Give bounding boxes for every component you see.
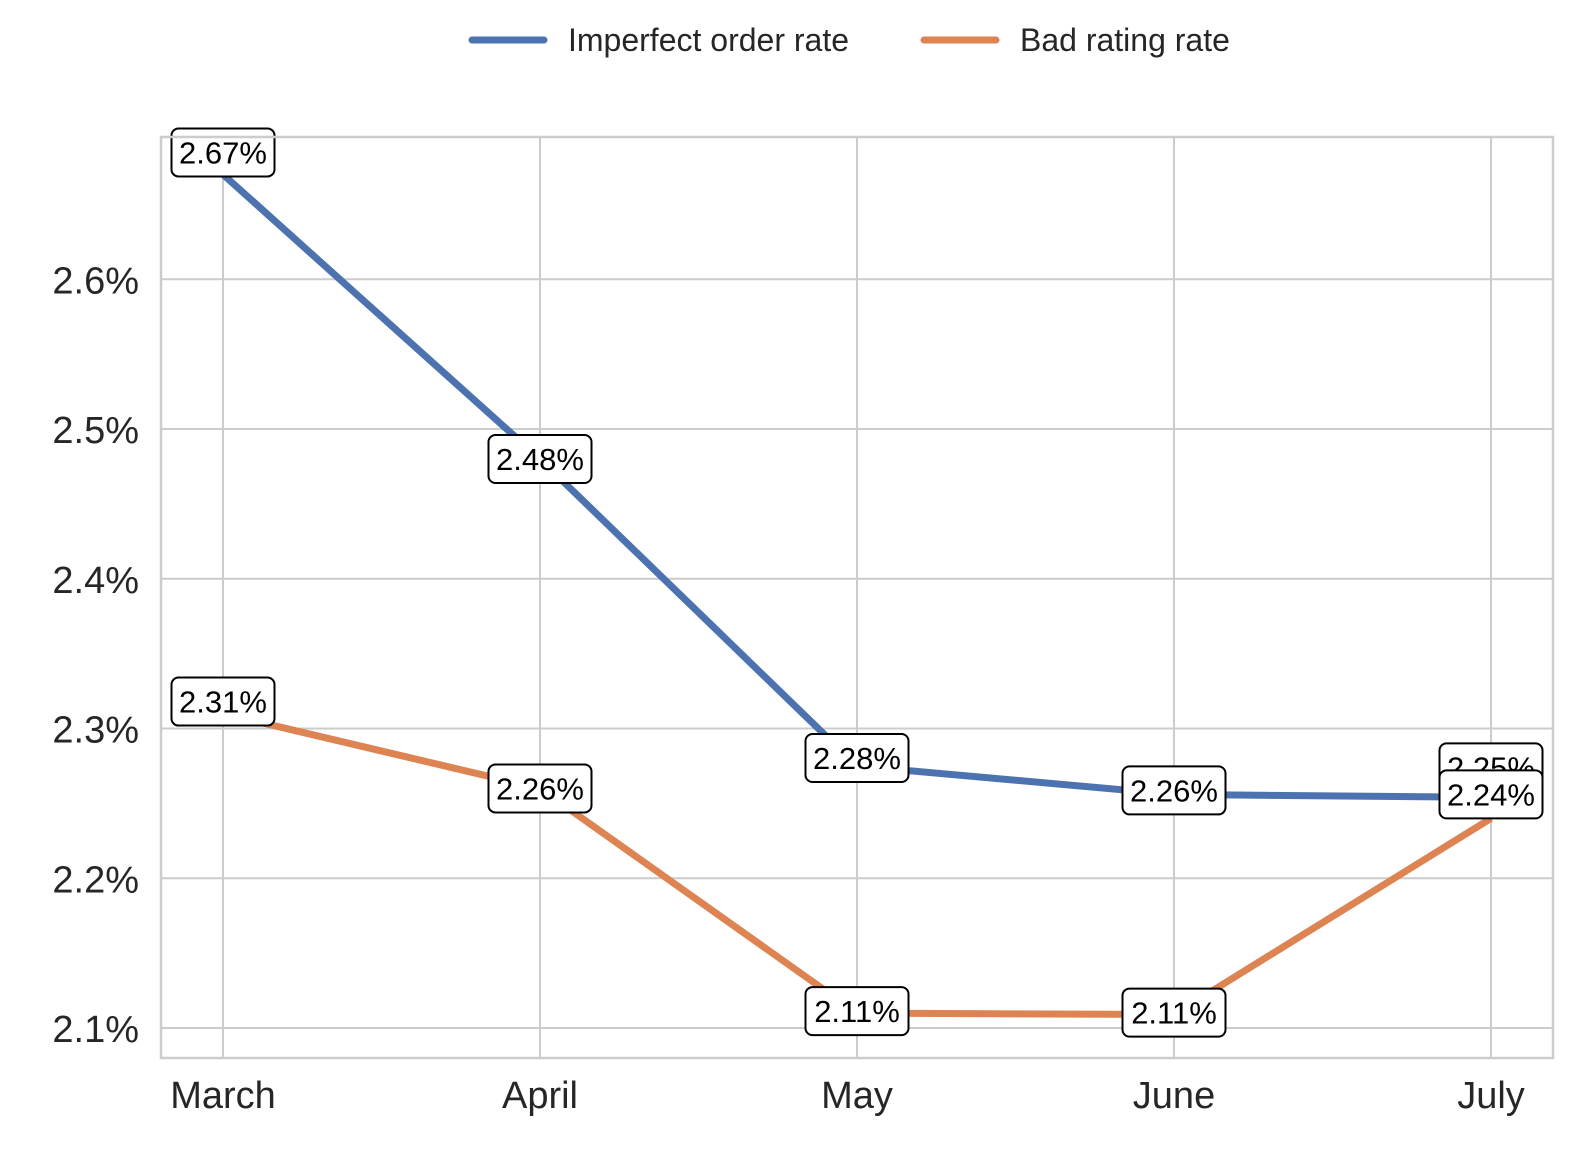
data-label-text: 2.26% xyxy=(1130,773,1218,808)
data-label-text: 2.48% xyxy=(496,442,584,477)
data-label: 2.48% xyxy=(487,433,593,484)
data-label-text: 2.67% xyxy=(179,135,267,170)
data-label: 2.26% xyxy=(487,763,593,814)
data-label: 2.26% xyxy=(1121,765,1227,816)
data-label-text: 2.11% xyxy=(1131,996,1217,1031)
y-tick-label: 2.1% xyxy=(52,1009,139,1051)
data-label-box xyxy=(804,986,910,1037)
data-label-text: 2.31% xyxy=(179,685,267,720)
grid-layer xyxy=(161,137,1553,1058)
y-tick-label: 2.4% xyxy=(52,560,139,602)
y-tick-label: 2.6% xyxy=(52,260,139,302)
data-label-box xyxy=(804,732,910,783)
y-tick-label: 2.3% xyxy=(52,710,139,752)
y-tick-label: 2.5% xyxy=(52,410,139,452)
data-label-box xyxy=(487,433,593,484)
data-label-box xyxy=(1121,765,1227,816)
data-label: 2.24% xyxy=(1438,769,1544,820)
legend-label: Bad rating rate xyxy=(1020,22,1230,58)
data-label: 2.11% xyxy=(804,986,910,1037)
x-tick-label: June xyxy=(1133,1075,1215,1117)
data-label-text: 2.24% xyxy=(1447,777,1535,812)
x-tick-label: July xyxy=(1457,1075,1525,1117)
plot-frame xyxy=(159,135,1555,1060)
x-tick-label: March xyxy=(170,1075,276,1117)
data-label-box xyxy=(170,127,276,178)
legend: Imperfect order rate Bad rating rate xyxy=(468,22,1230,58)
legend-label: Imperfect order rate xyxy=(568,22,849,58)
data-label-box xyxy=(487,763,593,814)
data-label-text: 2.26% xyxy=(496,771,584,806)
y-tick-label: 2.2% xyxy=(52,859,139,901)
axis-layer: 2.1% 2.2% 2.3% 2.4% 2.5% 2.6% March April May Jun… xyxy=(52,135,1555,1117)
data-label: 2.11% xyxy=(1121,987,1227,1038)
legend-item: Imperfect order rate xyxy=(468,22,849,58)
data-label: 2.31% xyxy=(170,676,276,727)
data-label: 2.67% xyxy=(170,127,276,178)
data-label-box xyxy=(170,676,276,727)
data-label-box xyxy=(1121,987,1227,1038)
data-label-box xyxy=(1438,769,1544,820)
data-label: 2.28% xyxy=(804,732,910,783)
x-tick-label: April xyxy=(502,1075,578,1117)
data-label-layer: 2.67%2.48%2.28%2.26%2.25%2.31%2.26%2.11%… xyxy=(170,127,1544,1038)
data-label-text: 2.28% xyxy=(813,741,901,776)
data-label-text: 2.11% xyxy=(814,994,900,1029)
x-tick-label: May xyxy=(821,1075,893,1117)
legend-item: Bad rating rate xyxy=(920,22,1230,58)
